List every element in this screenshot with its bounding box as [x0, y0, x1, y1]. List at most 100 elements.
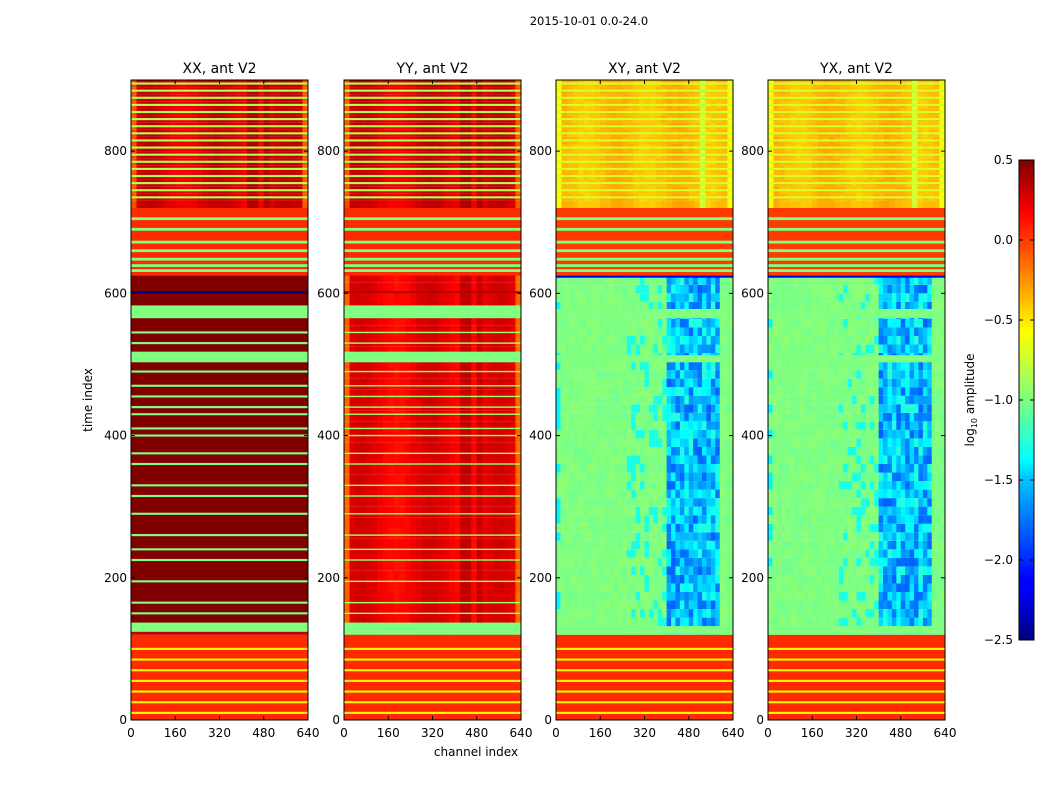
x-tick-label: 640	[297, 726, 320, 740]
heatmap-cell	[498, 200, 506, 208]
heatmap-line	[556, 257, 733, 261]
heatmap-cell	[197, 200, 204, 208]
heatmap-cell	[377, 496, 384, 507]
heatmap-line	[556, 189, 733, 192]
heatmap-cell	[573, 455, 579, 464]
heatmap-cell	[164, 200, 171, 208]
heatmap-cell	[377, 453, 384, 464]
heatmap-cell	[578, 387, 584, 396]
heatmap-cell	[719, 600, 725, 610]
heatmap-cell	[719, 549, 725, 558]
heatmap-cell	[648, 574, 654, 584]
heatmap-cell	[662, 276, 668, 285]
heatmap-cell	[706, 395, 712, 405]
heatmap-cell	[666, 429, 672, 439]
heatmap-cell	[404, 602, 411, 614]
heatmap-cell	[482, 592, 489, 603]
heatmap-cell	[371, 389, 378, 400]
heatmap-cell	[573, 412, 579, 422]
heatmap-cell	[586, 549, 592, 558]
heatmap-cell	[644, 412, 650, 422]
heatmap-cell	[476, 432, 483, 443]
heatmap-line	[131, 217, 308, 221]
heatmap-cell	[454, 378, 461, 390]
heatmap-cell	[460, 549, 467, 560]
heatmap-cell	[465, 581, 472, 592]
heatmap-cell	[355, 293, 362, 304]
heatmap-cell	[591, 318, 597, 328]
heatmap-cell	[586, 412, 592, 422]
heatmap-cell	[582, 446, 588, 456]
heatmap-cell	[582, 429, 588, 439]
heatmap-cell	[675, 515, 681, 524]
heatmap-line	[131, 601, 308, 604]
heatmap-line	[344, 182, 521, 185]
heatmap-cell	[662, 498, 668, 507]
heatmap-cell	[631, 336, 637, 345]
heatmap-cell	[662, 327, 668, 336]
heatmap-cell	[706, 498, 712, 507]
heatmap-cell	[515, 378, 521, 390]
heatmap-cell	[922, 609, 928, 618]
heatmap-cell	[648, 455, 654, 464]
heatmap-line	[131, 146, 308, 149]
heatmap-gap	[344, 351, 521, 363]
heatmap-cell	[421, 464, 428, 475]
heatmap-cell	[415, 549, 423, 560]
heatmap-cell	[684, 609, 690, 618]
heatmap-cell	[869, 617, 875, 627]
heatmap-cell	[595, 557, 601, 567]
heatmap-cell	[556, 370, 562, 379]
heatmap-cell	[591, 489, 597, 499]
heatmap-cell	[609, 318, 615, 328]
heatmap-cell	[684, 378, 690, 388]
heatmap-cell	[366, 442, 373, 454]
heatmap-cell	[671, 301, 677, 311]
heatmap-cell	[482, 506, 489, 518]
heatmap-cell	[644, 429, 650, 439]
heatmap-cell	[482, 282, 489, 294]
heatmap-cell	[443, 282, 450, 294]
heatmap-cell	[454, 293, 461, 304]
heatmap-cell	[578, 617, 584, 627]
heatmap-cell	[404, 474, 411, 486]
heatmap-cell	[377, 485, 384, 496]
heatmap-cell	[653, 566, 659, 575]
heatmap-cell	[724, 498, 730, 507]
heatmap-cell	[697, 336, 703, 345]
heatmap-cell	[648, 600, 654, 610]
heatmap-cell	[482, 485, 489, 496]
heatmap-cell	[241, 200, 248, 208]
heatmap-cell	[476, 389, 483, 400]
heatmap-cell	[471, 485, 478, 496]
heatmap-cell	[487, 314, 494, 326]
heatmap-cell	[388, 336, 395, 347]
heatmap-cell	[471, 272, 478, 283]
heatmap-cell	[498, 538, 506, 550]
heatmap-cell	[360, 549, 367, 560]
heatmap-cell	[564, 429, 570, 439]
heatmap-cell	[504, 378, 511, 390]
heatmap-cell	[360, 200, 367, 208]
heatmap-cell	[360, 325, 367, 336]
heatmap-cell	[671, 592, 677, 601]
heatmap-cell	[609, 395, 615, 405]
heatmap-cell	[366, 378, 373, 390]
heatmap-cell	[671, 549, 677, 558]
heatmap-cell	[724, 370, 730, 379]
heatmap-cell	[622, 412, 628, 422]
heatmap-cell	[487, 400, 494, 411]
heatmap-cell	[616, 200, 623, 208]
heatmap-cell	[591, 378, 597, 388]
heatmap-cell	[504, 368, 511, 379]
heatmap-cell	[838, 609, 844, 618]
heatmap-cell	[421, 357, 428, 368]
heatmap-cell	[443, 272, 450, 283]
heatmap-cell	[487, 282, 494, 294]
heatmap-cell	[438, 453, 445, 464]
heatmap-cell	[719, 438, 725, 447]
heatmap-cell	[662, 455, 668, 464]
heatmap-cell	[355, 474, 362, 486]
heatmap-cell	[631, 446, 637, 456]
heatmap-cell	[869, 600, 875, 610]
